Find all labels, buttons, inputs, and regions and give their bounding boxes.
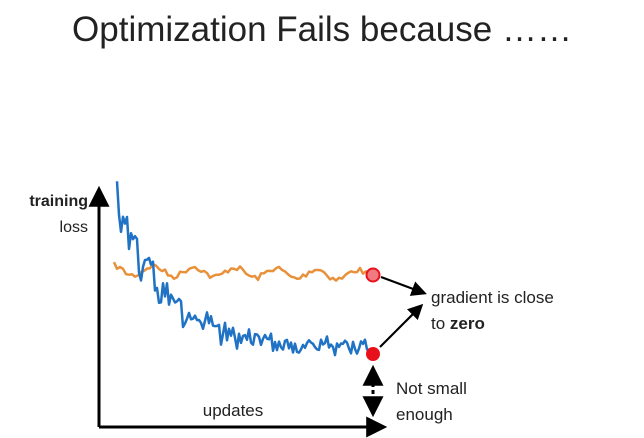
orange-loss-curve	[112, 261, 374, 282]
blue-curve-end-point	[366, 347, 380, 361]
gradient-annotation-line1: gradient is close	[431, 288, 554, 307]
x-axis-label-updates: updates	[203, 401, 264, 420]
gap-annotation-line2: enough	[396, 405, 453, 424]
blue-loss-curve	[115, 181, 374, 357]
gradient-annotation-line2: to zero	[431, 314, 485, 333]
slide-title: Optimization Fails because ……	[72, 10, 572, 49]
arrow-orange-to-gradient-label	[380, 275, 427, 296]
gradient-annotation-prefix: to	[431, 314, 450, 333]
gap-annotation-line1: Not small	[396, 379, 467, 398]
y-axis-label-loss: loss	[60, 219, 88, 236]
gradient-annotation-zero: zero	[450, 314, 485, 333]
orange-curve-end-point	[365, 267, 381, 283]
arrow-blue-to-gradient-label	[379, 303, 424, 348]
y-axis-label-training: training	[29, 193, 88, 210]
